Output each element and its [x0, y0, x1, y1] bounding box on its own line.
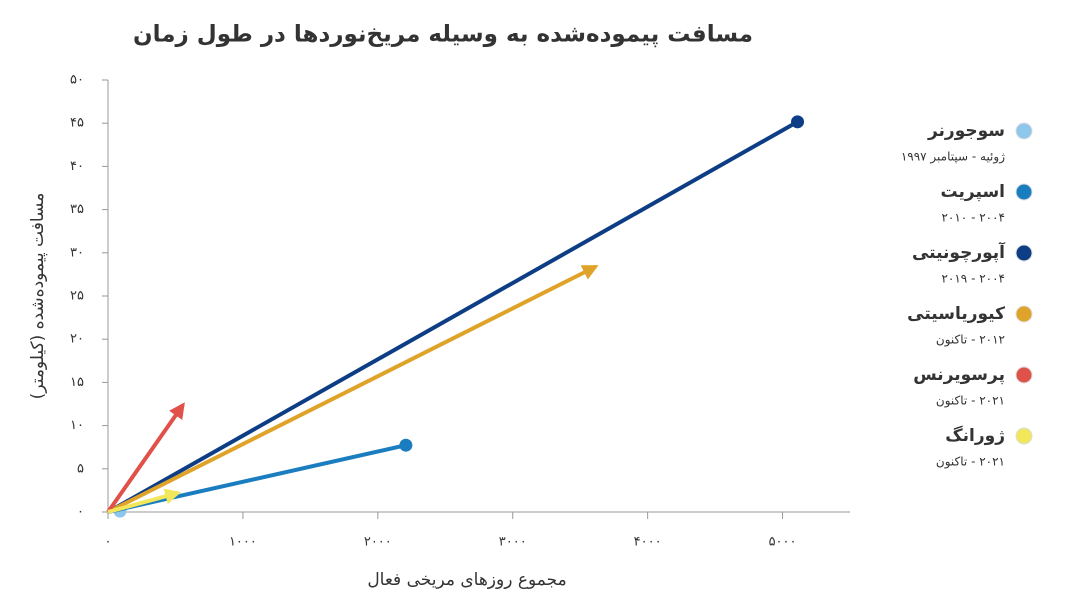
x-axis-label: مجموع روزهای مریخی فعال — [367, 570, 566, 590]
x-tick-label: ۳۰۰۰ — [499, 535, 527, 550]
y-tick-label: ۱۵ — [70, 375, 84, 390]
x-tick-label: ۰ — [105, 535, 112, 550]
legend-swatch — [1015, 244, 1033, 262]
series-line — [107, 264, 599, 514]
y-tick-label: ۳۵ — [70, 202, 84, 217]
x-tick-label: ۴۰۰۰ — [634, 535, 662, 550]
legend-swatch — [1015, 305, 1033, 323]
series-line — [106, 402, 185, 514]
series-line — [107, 120, 799, 514]
y-tick-label: ۵ — [77, 461, 84, 476]
legend-period: ۲۰۲۱ - تاکنون — [936, 455, 1005, 470]
y-axis-label: مسافت پیموده‌شده (کیلومتر) — [28, 193, 48, 400]
legend-name: کیوریاسیتی — [907, 304, 1005, 324]
y-tick-label: ۳۰ — [70, 245, 84, 260]
y-tick-label: ۱۰ — [70, 418, 84, 433]
legend-period: ۲۰۰۴ - ۲۰۱۰ — [941, 211, 1005, 225]
legend-name: اسپریت — [941, 182, 1005, 202]
series-line — [107, 443, 407, 514]
legend-period: ۲۰۱۲ - تاکنون — [936, 333, 1005, 348]
y-tick-label: ۲۵ — [70, 289, 84, 304]
x-tick-label: ۲۰۰۰ — [364, 535, 392, 550]
legend-period: ۲۰۲۱ - تاکنون — [936, 394, 1005, 409]
y-tick-label: ۰ — [77, 505, 84, 520]
chart-title: مسافت پیموده‌شده به وسیله مریخ‌نوردها در… — [133, 22, 753, 48]
y-tick-label: ۲۰ — [70, 332, 84, 347]
end-point — [791, 115, 805, 129]
legend-swatch — [1015, 366, 1033, 384]
series-line — [107, 488, 182, 514]
x-tick-label: ۱۰۰۰ — [229, 535, 257, 550]
legend-name: پرسویرنس — [913, 365, 1005, 385]
legend-name: سوجورنر — [927, 121, 1005, 141]
legend-name: ژورانگ — [945, 425, 1005, 446]
y-tick-label: ۵۰ — [70, 73, 84, 88]
legend-period: ژوئیه - سپتامبر ۱۹۹۷ — [901, 150, 1005, 165]
legend-swatch — [1015, 427, 1033, 445]
y-tick-label: ۴۵ — [70, 116, 84, 131]
legend-period: ۲۰۰۴ - ۲۰۱۹ — [941, 272, 1005, 286]
x-tick-label: ۵۰۰۰ — [769, 535, 797, 550]
end-point — [399, 438, 413, 452]
legend-name: آپورچونیتی — [912, 241, 1006, 263]
legend-swatch — [1015, 122, 1033, 140]
y-tick-label: ۴۰ — [70, 159, 84, 174]
legend-swatch — [1015, 183, 1033, 201]
